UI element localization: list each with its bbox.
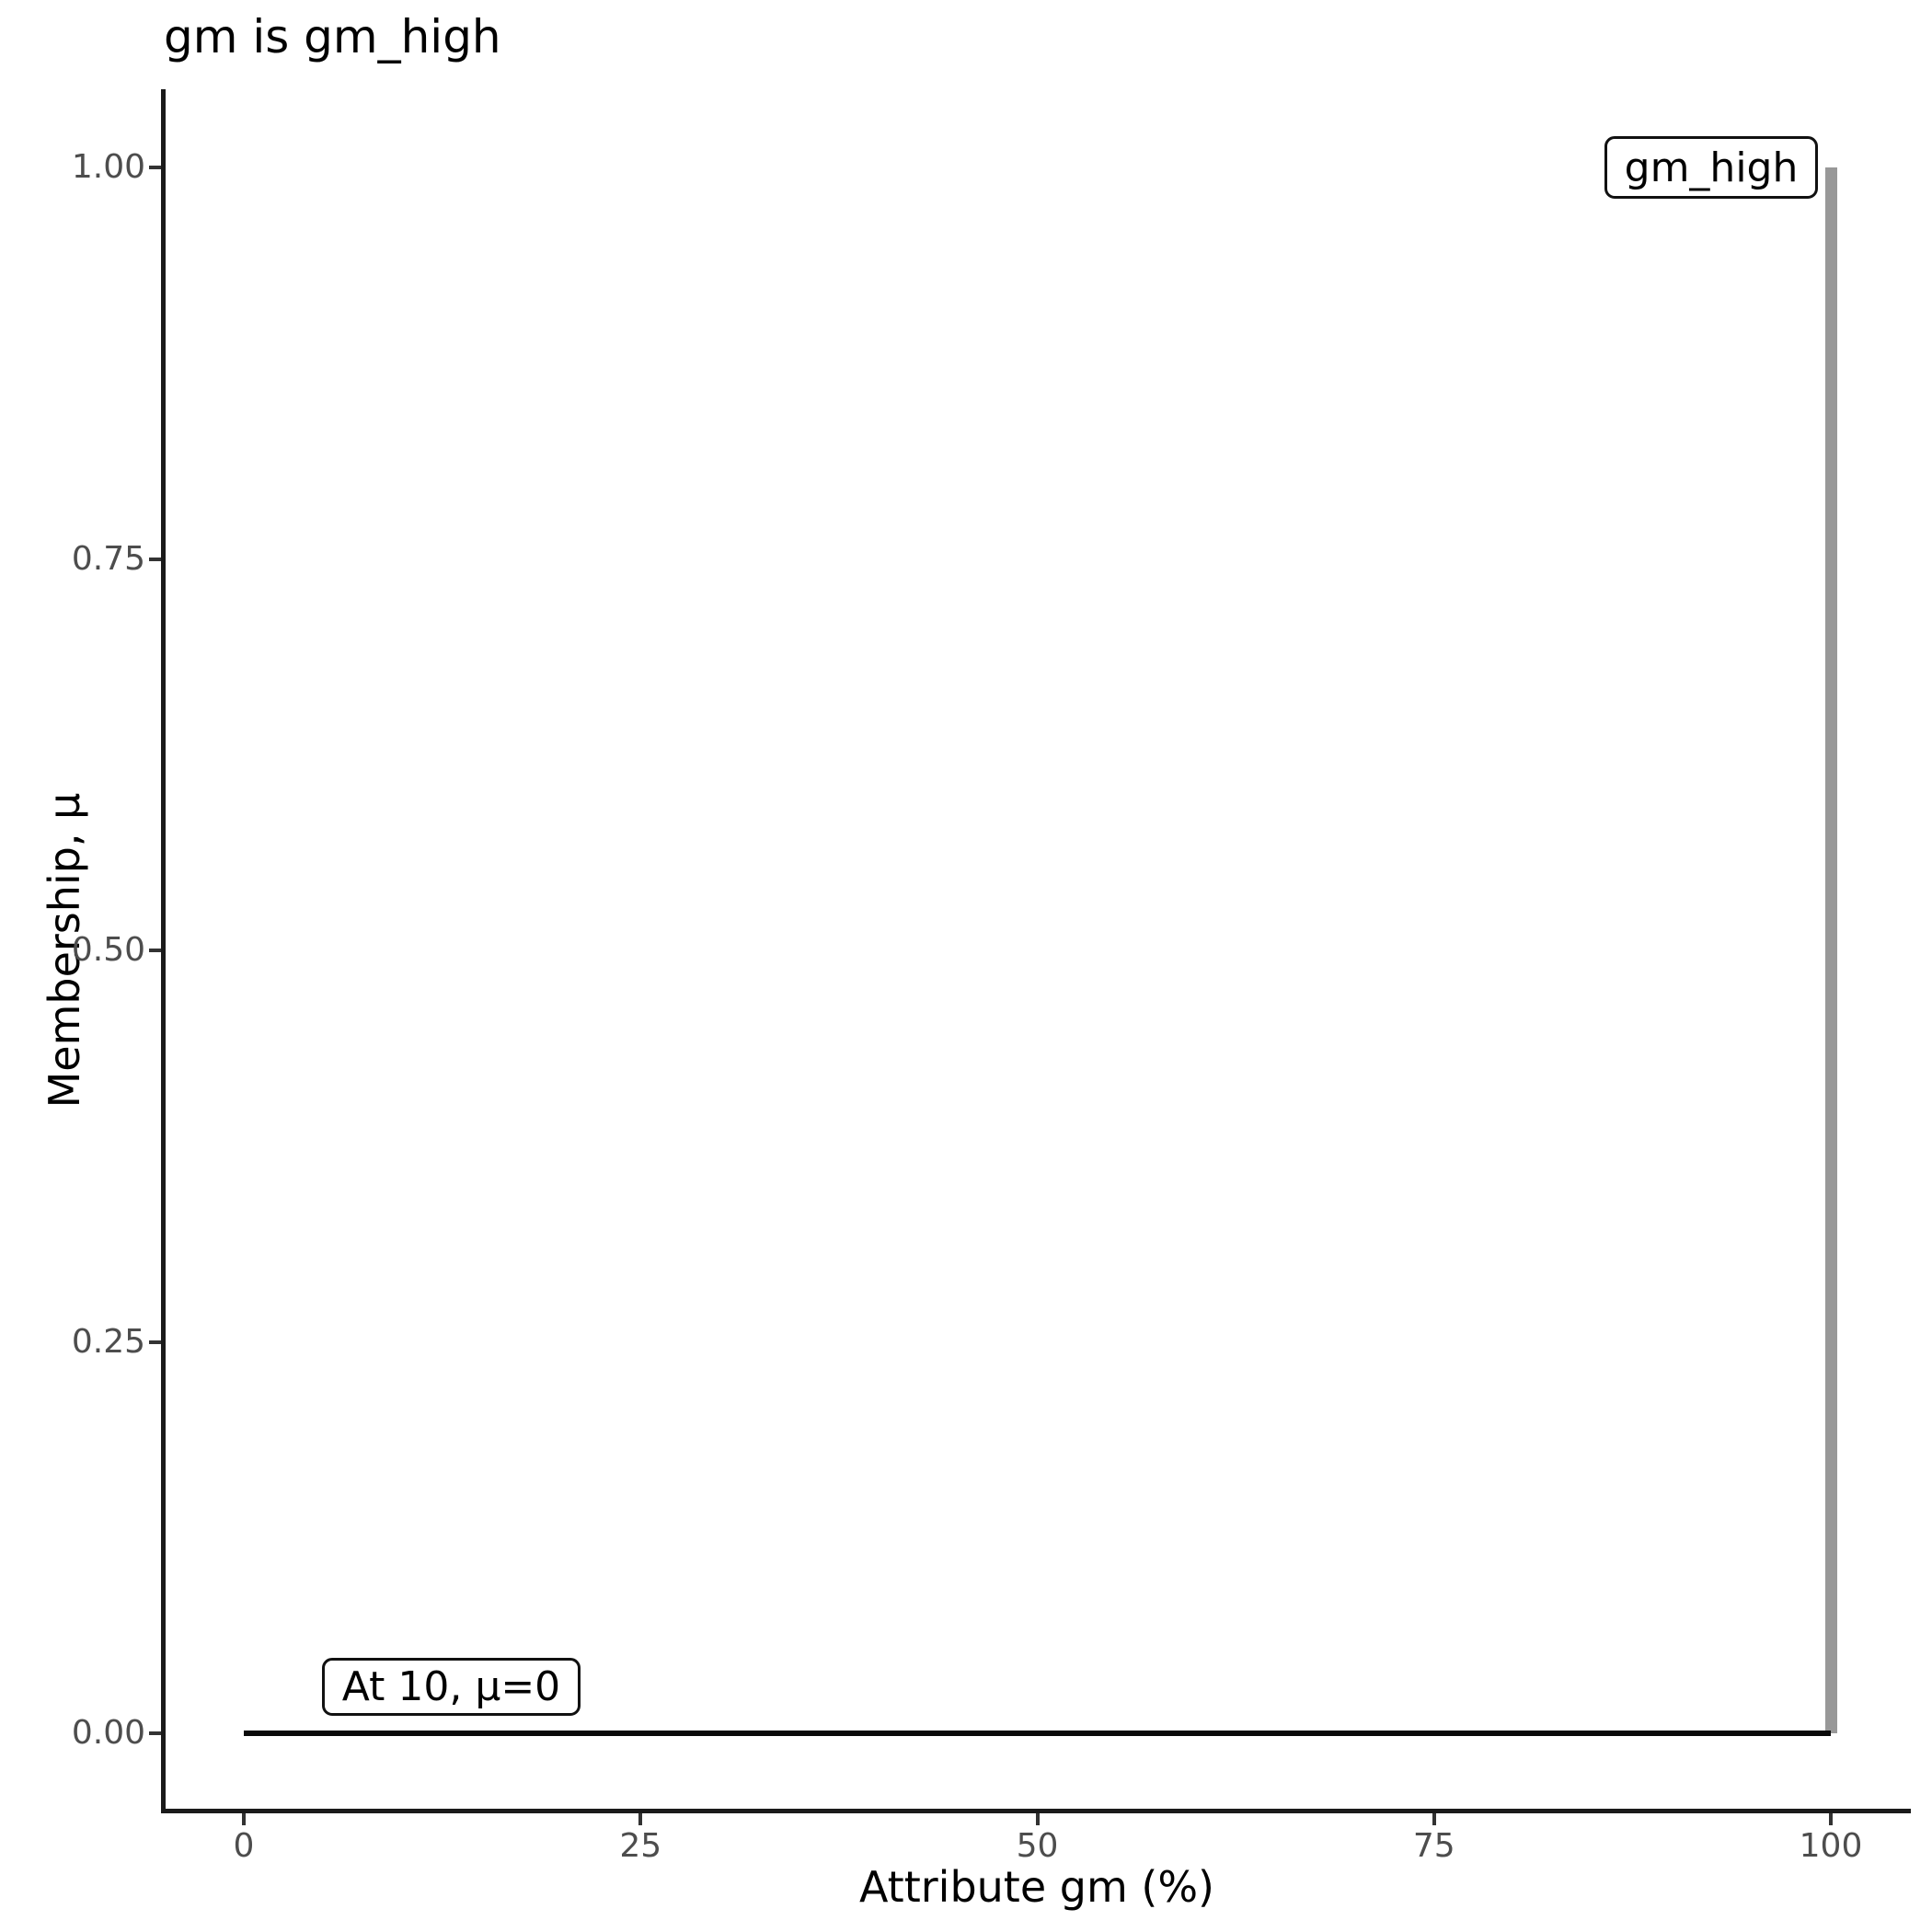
y-axis-tick-label: 0.75 [71,539,145,578]
x-axis-tick [1035,1813,1040,1825]
annotation-eval-text: At 10, μ=0 [341,1663,561,1710]
series-line-gm_high-membership [1824,167,1837,1733]
y-axis-tick [149,166,161,169]
y-axis-tick-label: 0.25 [71,1322,145,1361]
annotation-eval-at-10: At 10, μ=0 [322,1658,581,1716]
x-axis-title: Attribute gm (%) [859,1862,1214,1912]
y-axis-tick-label: 0.50 [71,931,145,969]
x-axis-line [161,1809,1911,1813]
annotation-set-gm-high: gm_high [1604,136,1818,199]
y-axis-tick [149,557,161,561]
x-axis-tick-label: 75 [1412,1827,1455,1865]
x-axis-tick [242,1813,246,1825]
series-line-baseline-mu-zero [244,1731,1831,1736]
x-axis-tick [1432,1813,1436,1825]
y-axis-tick [149,949,161,952]
y-axis-tick-label: 0.00 [71,1714,145,1752]
x-axis-tick-label: 25 [619,1827,662,1865]
x-axis-tick [1829,1813,1833,1825]
y-axis-tick [149,1731,161,1735]
y-axis-line [161,89,166,1813]
x-axis-tick-label: 50 [1016,1827,1059,1865]
chart-title: gm is gm_high [164,10,501,63]
x-axis-tick-label: 0 [233,1827,255,1865]
y-axis-tick [149,1340,161,1344]
x-axis-tick-label: 100 [1799,1827,1863,1865]
annotation-set-text: gm_high [1624,144,1799,191]
x-axis-tick [638,1813,643,1825]
y-axis-tick-label: 1.00 [71,148,145,186]
